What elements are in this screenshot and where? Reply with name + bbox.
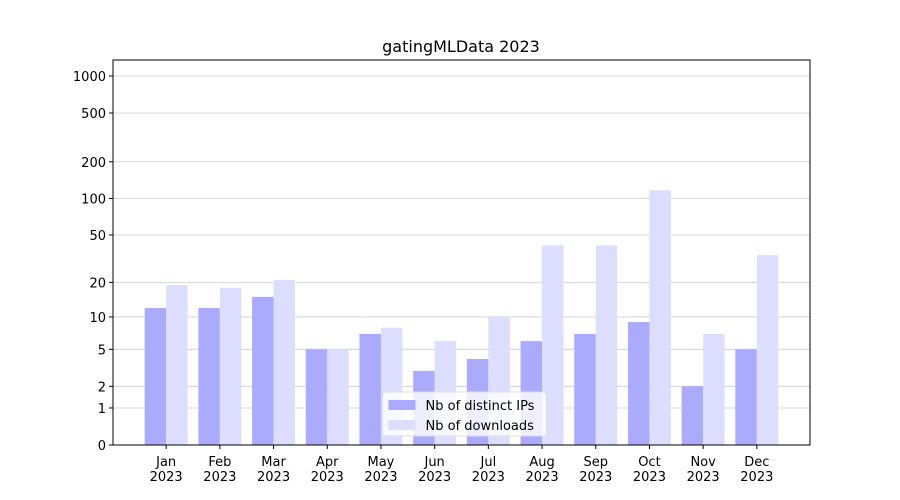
legend-label: Nb of distinct IPs <box>426 399 535 414</box>
x-tick-label: Jan 2023 <box>150 455 183 485</box>
bar <box>627 322 650 445</box>
bar <box>649 190 671 445</box>
x-tick-label: Aug 2023 <box>526 455 559 485</box>
y-tick-label: 1000 <box>73 70 106 85</box>
bar <box>144 308 167 445</box>
bar <box>166 285 188 445</box>
bar <box>595 245 618 445</box>
bar <box>252 296 274 445</box>
bar <box>273 279 296 445</box>
legend-label: Nb of downloads <box>426 419 535 434</box>
y-tick-label: 1 <box>98 402 106 417</box>
x-tick-label: Dec 2023 <box>740 455 773 485</box>
y-tick-label: 5 <box>98 343 106 358</box>
y-tick-label: 50 <box>89 229 106 244</box>
bar <box>219 287 242 445</box>
bar <box>703 333 725 445</box>
y-tick-label: 20 <box>89 276 106 291</box>
bar <box>735 349 757 445</box>
bar <box>542 245 564 445</box>
legend-swatch <box>388 400 416 410</box>
x-tick-label: Mar 2023 <box>257 455 290 485</box>
bar <box>359 333 381 445</box>
x-tick-label: Apr 2023 <box>311 455 344 485</box>
x-tick-label: Sep 2023 <box>579 455 612 485</box>
bar <box>681 386 704 445</box>
y-tick-label: 100 <box>81 193 106 208</box>
legend-swatch <box>388 420 416 430</box>
y-tick-label: 0 <box>98 439 106 454</box>
y-tick-label: 2 <box>98 380 106 395</box>
x-tick-label: Oct 2023 <box>633 455 666 485</box>
bar <box>327 349 349 445</box>
x-tick-label: Jul 2023 <box>472 455 505 485</box>
plot-frame <box>112 59 811 446</box>
y-tick-label: 200 <box>81 156 106 171</box>
bar <box>198 308 220 445</box>
bar <box>574 333 596 445</box>
bar <box>305 349 328 445</box>
bar <box>756 255 779 445</box>
x-tick-label: Feb 2023 <box>203 455 236 485</box>
chart-title: gatingMLData 2023 <box>382 37 540 56</box>
x-tick-label: Nov 2023 <box>687 455 720 485</box>
y-tick-label: 10 <box>89 311 106 326</box>
x-tick-label: Jun 2023 <box>418 455 451 485</box>
y-tick-label: 500 <box>81 107 106 122</box>
x-tick-label: May 2023 <box>364 455 397 485</box>
legend-box <box>382 391 547 437</box>
